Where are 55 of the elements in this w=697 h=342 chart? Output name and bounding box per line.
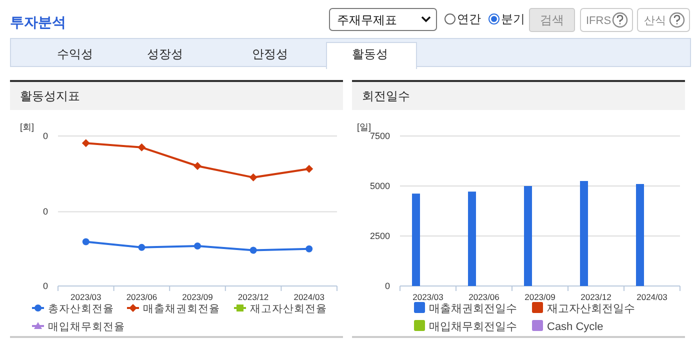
- chart-title: 회전일수: [362, 89, 410, 103]
- y-tick-label: 2500: [370, 231, 390, 241]
- bar: [412, 194, 420, 286]
- text: 투자분석: [10, 14, 66, 30]
- x-tick-label: 2023/12: [238, 292, 269, 302]
- legend-label: 재고자산회전율: [250, 303, 327, 315]
- legend-label: 매출채권회전일수: [429, 303, 517, 315]
- point: [82, 238, 90, 246]
- text: 분기: [501, 12, 525, 26]
- legend-label: 매입채무회전율: [48, 321, 125, 333]
- y-tick-label: 5000: [370, 181, 390, 191]
- x-tick-label: 2023/03: [70, 292, 102, 302]
- chart-title: 활동성지표: [20, 89, 80, 103]
- x-tick-label: 2024/03: [294, 292, 325, 302]
- point: [82, 139, 90, 148]
- point: [250, 246, 257, 254]
- point: [194, 162, 202, 170]
- point: [138, 143, 146, 152]
- text: 0: [42, 131, 48, 141]
- point: [249, 173, 258, 182]
- x-tick-label: 2023/09: [182, 292, 214, 302]
- legend-label: Cash Cycle: [547, 321, 604, 333]
- y-axis-title: [일]: [357, 122, 372, 132]
- text: 안정성: [252, 47, 288, 61]
- legend-label: 매입채무회전일수: [429, 321, 517, 333]
- text: IFRS: [586, 15, 612, 27]
- x-tick-label: 2023/12: [580, 292, 612, 302]
- x-tick-label: 2024/03: [636, 292, 668, 302]
- point: [138, 244, 146, 251]
- x-tick-label: 2023/06: [126, 292, 158, 302]
- bar: [524, 186, 532, 286]
- text: 0: [42, 206, 48, 217]
- text: 수익성: [57, 47, 93, 61]
- text: 0: [42, 281, 48, 291]
- text: 검색: [540, 13, 564, 27]
- bar: [636, 184, 644, 286]
- legend-label: 재고자산회전일수: [547, 303, 635, 315]
- text: 연간: [457, 12, 481, 26]
- text: 주재무제표: [337, 13, 397, 27]
- y-axis-title: [회]: [20, 122, 34, 132]
- bar: [580, 181, 588, 286]
- legend-label: 매출채권회전율: [143, 303, 220, 315]
- bar: [468, 192, 476, 286]
- x-tick-label: 2023/06: [468, 292, 500, 302]
- legend-label: 총자산회전율: [48, 303, 114, 315]
- y-tick-label: 7500: [370, 131, 390, 141]
- point: [306, 245, 313, 252]
- text: 활동성: [352, 47, 388, 61]
- y-tick-label: 0: [384, 281, 390, 291]
- x-tick-label: 2023/09: [524, 292, 556, 302]
- point: [305, 164, 314, 173]
- x-tick-label: 2023/03: [412, 292, 444, 302]
- text: 성장성: [147, 47, 183, 61]
- text: 산식: [644, 15, 666, 27]
- point: [194, 242, 201, 250]
